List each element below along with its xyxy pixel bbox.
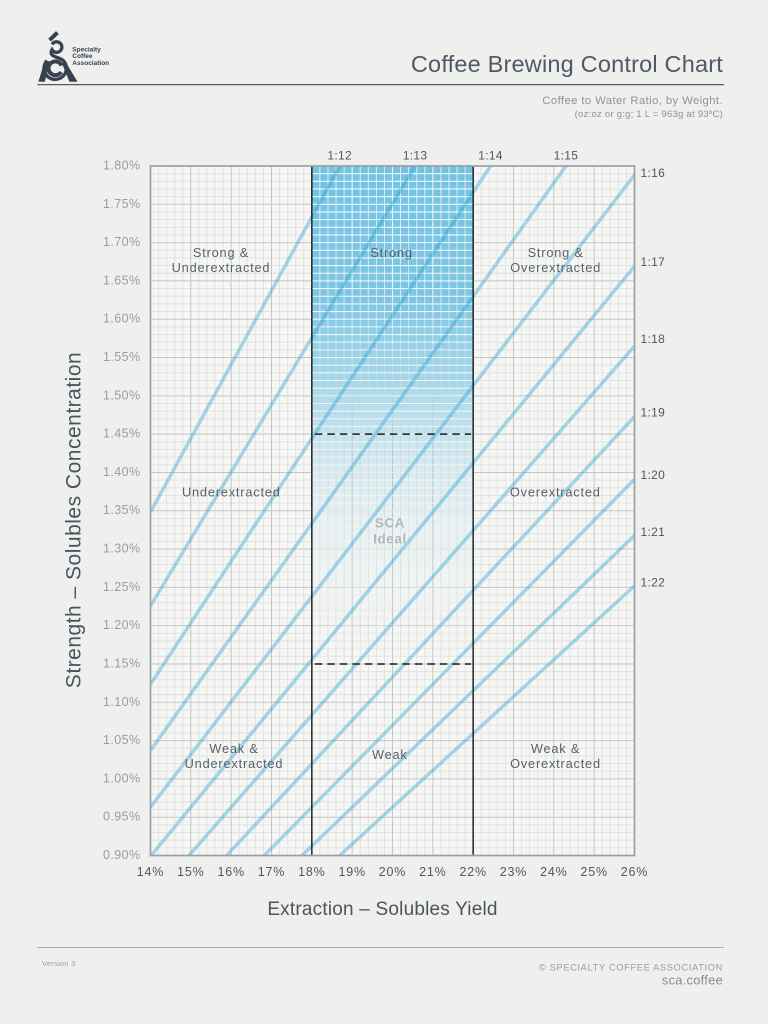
svg-text:1.80%: 1.80% xyxy=(103,159,140,173)
svg-text:Extraction – Solubles Yield: Extraction – Solubles Yield xyxy=(267,899,497,920)
svg-text:Coffee Brewing Control Chart: Coffee Brewing Control Chart xyxy=(411,51,723,77)
svg-text:1.70%: 1.70% xyxy=(103,235,140,249)
svg-text:14%: 14% xyxy=(137,865,164,879)
svg-text:SCA: SCA xyxy=(375,516,405,531)
svg-text:Overextracted: Overextracted xyxy=(510,756,601,771)
svg-text:1:21: 1:21 xyxy=(641,525,666,539)
svg-text:Strong: Strong xyxy=(370,245,413,260)
svg-text:Underextracted: Underextracted xyxy=(172,260,271,275)
svg-text:Strength – Solubles Concentrat: Strength – Solubles Concentration xyxy=(63,352,86,688)
svg-text:Ideal: Ideal xyxy=(373,531,407,546)
svg-text:Specialty: Specialty xyxy=(72,47,101,54)
svg-text:1:12: 1:12 xyxy=(327,149,352,163)
svg-text:sca.coffee: sca.coffee xyxy=(662,973,723,988)
svg-text:1.55%: 1.55% xyxy=(103,350,140,364)
svg-text:1:17: 1:17 xyxy=(641,255,666,269)
svg-text:1.60%: 1.60% xyxy=(103,312,140,326)
svg-text:23%: 23% xyxy=(500,865,527,879)
svg-text:Overextracted: Overextracted xyxy=(510,260,601,275)
svg-text:1:15: 1:15 xyxy=(554,149,579,163)
svg-text:Underextracted: Underextracted xyxy=(182,485,281,500)
svg-text:1.40%: 1.40% xyxy=(103,465,140,479)
svg-text:Association: Association xyxy=(72,60,109,67)
svg-text:(oz:oz or g:g; 1 L = 963g at 9: (oz:oz or g:g; 1 L = 963g at 93ºC) xyxy=(575,109,723,120)
svg-text:Underextracted: Underextracted xyxy=(185,756,284,771)
svg-text:1.10%: 1.10% xyxy=(103,695,140,709)
svg-text:1.30%: 1.30% xyxy=(103,542,140,556)
svg-text:15%: 15% xyxy=(177,865,204,879)
svg-text:1.00%: 1.00% xyxy=(103,771,140,785)
svg-text:Coffee: Coffee xyxy=(72,53,93,60)
svg-text:Weak &: Weak & xyxy=(209,741,258,756)
svg-text:1.65%: 1.65% xyxy=(103,273,140,287)
svg-text:1:22: 1:22 xyxy=(641,576,666,590)
svg-text:1:13: 1:13 xyxy=(403,149,428,163)
svg-text:1.05%: 1.05% xyxy=(103,733,140,747)
svg-text:1:20: 1:20 xyxy=(641,468,666,482)
svg-text:1.20%: 1.20% xyxy=(103,618,140,632)
svg-text:Weak: Weak xyxy=(372,747,408,762)
svg-text:Version 3: Version 3 xyxy=(42,959,75,968)
svg-text:Weak &: Weak & xyxy=(531,741,580,756)
svg-text:1.75%: 1.75% xyxy=(103,197,140,211)
svg-text:16%: 16% xyxy=(217,865,244,879)
svg-text:Coffee to Water Ratio, by Weig: Coffee to Water Ratio, by Weight. xyxy=(542,95,723,107)
svg-text:1.35%: 1.35% xyxy=(103,503,140,517)
svg-text:25%: 25% xyxy=(580,865,607,879)
svg-text:1:14: 1:14 xyxy=(478,149,503,163)
svg-text:19%: 19% xyxy=(338,865,365,879)
svg-text:1.45%: 1.45% xyxy=(103,427,140,441)
svg-text:1:19: 1:19 xyxy=(641,406,666,420)
svg-text:1:16: 1:16 xyxy=(641,166,666,180)
svg-text:Strong &: Strong & xyxy=(528,245,584,260)
svg-text:26%: 26% xyxy=(621,865,648,879)
svg-text:0.90%: 0.90% xyxy=(103,848,140,862)
svg-text:17%: 17% xyxy=(258,865,285,879)
svg-text:18%: 18% xyxy=(298,865,325,879)
svg-text:20%: 20% xyxy=(379,865,406,879)
svg-text:Strong &: Strong & xyxy=(193,245,249,260)
svg-text:24%: 24% xyxy=(540,865,567,879)
svg-text:22%: 22% xyxy=(459,865,486,879)
svg-text:21%: 21% xyxy=(419,865,446,879)
svg-text:Overextracted: Overextracted xyxy=(510,485,601,500)
svg-text:1:18: 1:18 xyxy=(641,332,666,346)
svg-text:© SPECIALTY COFFEE ASSOCIATION: © SPECIALTY COFFEE ASSOCIATION xyxy=(539,963,723,973)
svg-text:1.50%: 1.50% xyxy=(103,388,140,402)
svg-text:0.95%: 0.95% xyxy=(103,810,140,824)
svg-text:1.15%: 1.15% xyxy=(103,657,140,671)
svg-text:1.25%: 1.25% xyxy=(103,580,140,594)
